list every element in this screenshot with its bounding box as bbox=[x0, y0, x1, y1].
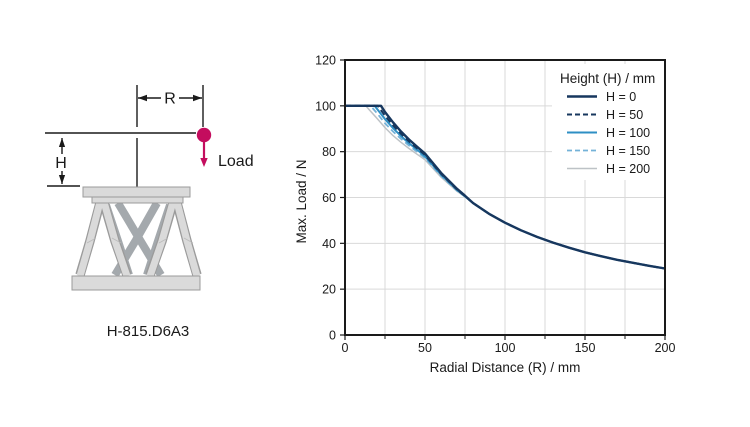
x-tick-label: 50 bbox=[418, 341, 432, 355]
dimension-arrowheads bbox=[58, 94, 202, 184]
load-arrow-icon bbox=[200, 158, 208, 167]
top-platform bbox=[82, 186, 191, 198]
base-platform bbox=[71, 275, 201, 291]
x-tick-label: 200 bbox=[655, 341, 676, 355]
load-point-icon bbox=[196, 127, 212, 143]
y-tick-label: 20 bbox=[322, 283, 336, 297]
y-axis-title: Max. Load / N bbox=[294, 159, 309, 243]
product-label: H-815.D6A3 bbox=[107, 323, 190, 340]
leg-joint-line bbox=[183, 237, 194, 244]
legend-background bbox=[552, 64, 664, 180]
y-tick-label: 40 bbox=[322, 237, 336, 251]
y-tick-label: 60 bbox=[322, 191, 336, 205]
top-platform-lower bbox=[91, 196, 184, 204]
series-line-hhhh0 bbox=[345, 104, 666, 270]
x-axis-title: Radial Distance (R) / mm bbox=[430, 360, 581, 375]
x-tick-label: 100 bbox=[495, 341, 516, 355]
load-chart: 0 50 100 150 200 0 20 40 60 80 100 120 Radial Distan… bbox=[294, 54, 676, 376]
leg-joint-line bbox=[86, 237, 97, 244]
x-tick-label: 0 bbox=[342, 341, 349, 355]
h-arrow-up-icon bbox=[58, 138, 66, 147]
r-arrow-right-icon bbox=[193, 94, 202, 102]
y-tick-label: 80 bbox=[322, 145, 336, 159]
leg-joint-line bbox=[158, 237, 169, 244]
dim-h-label: H bbox=[55, 155, 67, 172]
series-line-hhhh50 bbox=[345, 104, 666, 270]
plot-border bbox=[344, 59, 666, 336]
hexapod-diagram: R H Load bbox=[45, 85, 254, 340]
hexapod-platforms bbox=[71, 186, 201, 291]
h-arrow-down-icon bbox=[58, 175, 66, 184]
x-tick-label: 150 bbox=[575, 341, 596, 355]
load-chart-panel: 0 50 100 150 200 0 20 40 60 80 100 120 Radial Distan… bbox=[290, 40, 750, 400]
r-arrow-left-icon bbox=[138, 94, 147, 102]
dimension-lines bbox=[45, 85, 204, 187]
leg-joint-line bbox=[111, 237, 122, 244]
load-label: Load bbox=[218, 153, 254, 170]
legend-item-label: H = 150 bbox=[606, 144, 650, 158]
legend-title: Height (H) / mm bbox=[560, 71, 655, 86]
hexapod-front-legs bbox=[75, 201, 202, 278]
front-leg-icon bbox=[173, 201, 201, 277]
y-tick-label: 120 bbox=[315, 54, 336, 68]
legend-item-label: H = 100 bbox=[606, 126, 650, 140]
front-leg-icon bbox=[76, 201, 104, 277]
hexapod-diagram-panel: R H Load bbox=[30, 75, 270, 345]
dim-r-label: R bbox=[164, 91, 176, 108]
y-tick-label: 100 bbox=[315, 99, 336, 113]
legend-item-label: H = 200 bbox=[606, 162, 650, 176]
y-tick-label: 0 bbox=[329, 329, 336, 343]
legend-item-label: H = 0 bbox=[606, 90, 636, 104]
front-leg-icon bbox=[100, 201, 131, 278]
legend-item-label: H = 50 bbox=[606, 108, 643, 122]
